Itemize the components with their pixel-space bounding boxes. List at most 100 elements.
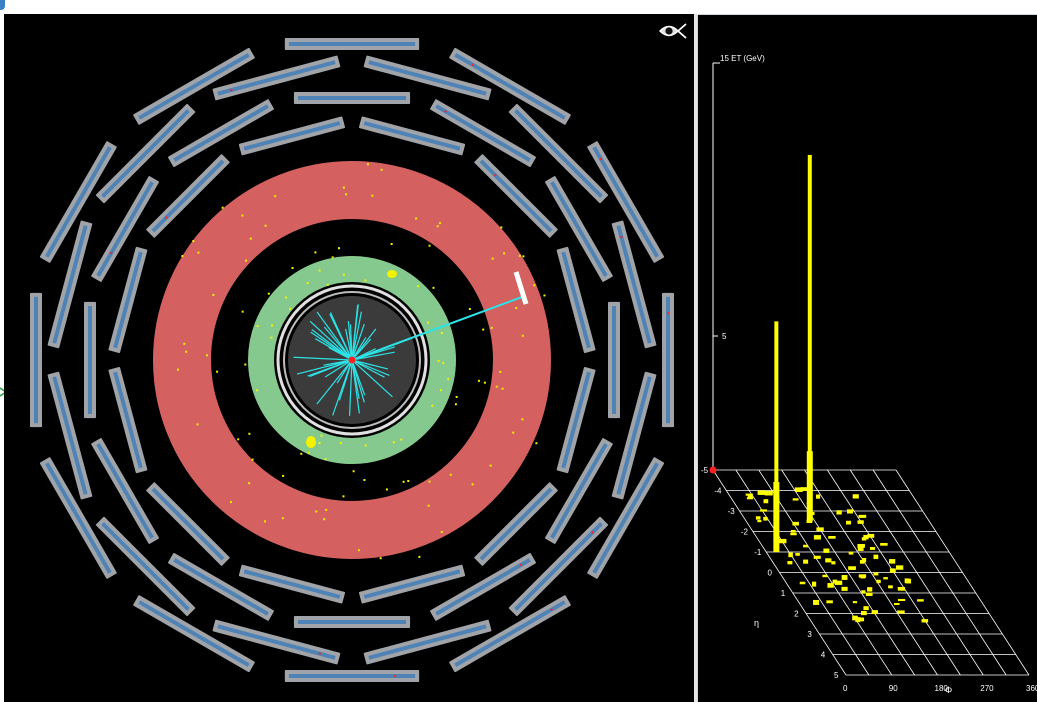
hit <box>454 403 457 406</box>
hit <box>364 444 367 447</box>
eta-tick-label: 2 <box>794 610 799 619</box>
hit <box>518 254 521 257</box>
hit <box>385 488 388 491</box>
track <box>351 351 395 361</box>
energy-deposit <box>811 581 817 587</box>
eta-tick-label: 3 <box>807 630 812 639</box>
energy-deposit <box>794 487 803 492</box>
lego-plot-view[interactable]: 15 ET (GeV) 5 0 90 180 270 360 -5 -4 -3 -2 -1 0 1 2… <box>697 14 1037 702</box>
grid-line <box>849 469 984 676</box>
track <box>351 328 377 361</box>
z-axis-mid-label: 5 <box>722 332 727 341</box>
phi-tick-label: 270 <box>980 684 994 693</box>
muon-chamber <box>168 553 274 621</box>
muon-chamber <box>587 457 665 579</box>
eta-tick-label: -1 <box>754 548 762 557</box>
eta-tick-labels: -5 -4 -3 -2 -1 0 1 2 3 4 5 <box>701 466 839 680</box>
energy-tower <box>807 154 812 522</box>
hit <box>455 396 458 399</box>
hit <box>418 555 421 558</box>
muon-chamber <box>39 457 117 579</box>
hit <box>342 186 345 189</box>
track <box>351 359 393 398</box>
hit <box>307 451 310 454</box>
energy-deposit <box>790 532 797 536</box>
energy-tower <box>774 321 779 552</box>
energy-deposit <box>889 568 896 573</box>
track <box>332 359 353 416</box>
z-axis-label: 15 ET (GeV) <box>720 54 765 63</box>
energy-deposit <box>863 606 869 611</box>
phi-axis-label: Φ <box>945 685 952 695</box>
muon-chamber <box>545 176 613 282</box>
window-top-bar <box>0 0 1037 14</box>
energy-deposit <box>846 509 853 514</box>
hit <box>428 244 431 247</box>
energy-deposit <box>758 490 767 495</box>
energy-deposit <box>787 561 793 565</box>
ecal-ring <box>248 256 456 464</box>
hit <box>483 381 486 384</box>
hit <box>440 332 443 335</box>
eta-tick-label: 5 <box>834 671 839 680</box>
hit <box>197 251 200 254</box>
muon-chamber <box>363 55 492 101</box>
eye-icon[interactable] <box>658 20 688 42</box>
hit <box>339 442 342 445</box>
muon-track <box>351 296 523 361</box>
hit <box>380 168 383 171</box>
muon-chamber <box>430 99 536 167</box>
hit <box>358 549 361 552</box>
hit <box>426 321 429 324</box>
energy-deposit <box>795 552 800 556</box>
energy-deposit <box>841 575 848 580</box>
hit <box>392 441 395 444</box>
muon-chamber <box>508 103 609 204</box>
energy-deposit <box>894 602 900 606</box>
track <box>345 328 353 361</box>
hit <box>449 473 452 476</box>
energy-deposit <box>757 519 762 523</box>
phi-tick-label: 180 <box>935 684 949 693</box>
energy-deposit <box>873 572 879 576</box>
energy-deposit <box>861 611 867 616</box>
energy-deposit <box>848 551 854 555</box>
phi-tick-label: 90 <box>889 684 898 693</box>
energy-deposit <box>867 587 873 592</box>
cluster <box>306 436 316 448</box>
energy-deposit <box>869 546 876 550</box>
energy-deposit <box>790 530 796 533</box>
hit <box>489 464 492 467</box>
track <box>351 359 360 399</box>
hit <box>291 267 294 270</box>
energy-deposit <box>857 520 864 524</box>
muon-chamber <box>545 438 613 544</box>
hit <box>436 225 439 228</box>
hit <box>344 193 347 196</box>
panel-divider[interactable] <box>694 14 697 702</box>
hit <box>468 307 471 310</box>
muon-chambers <box>30 38 674 682</box>
event-display-view[interactable] <box>4 14 694 702</box>
grid-line <box>781 469 915 676</box>
muon-chamber <box>449 595 571 673</box>
energy-deposit <box>827 583 834 588</box>
energy-deposit <box>897 610 905 614</box>
grid-line <box>895 469 1030 676</box>
energy-deposit <box>792 521 799 526</box>
hit <box>206 354 209 357</box>
track <box>348 359 353 416</box>
muon-chamber <box>587 141 665 263</box>
hit <box>521 334 524 337</box>
energy-deposit <box>865 592 873 596</box>
hit <box>241 310 244 313</box>
hit <box>192 240 195 243</box>
hit <box>244 363 247 366</box>
hit <box>533 284 536 287</box>
muon-chamber <box>133 595 255 673</box>
energy-deposit <box>799 581 806 585</box>
energy-deposit <box>861 590 866 594</box>
hit <box>442 362 445 365</box>
muon-chamber <box>238 116 346 156</box>
track <box>316 359 353 405</box>
